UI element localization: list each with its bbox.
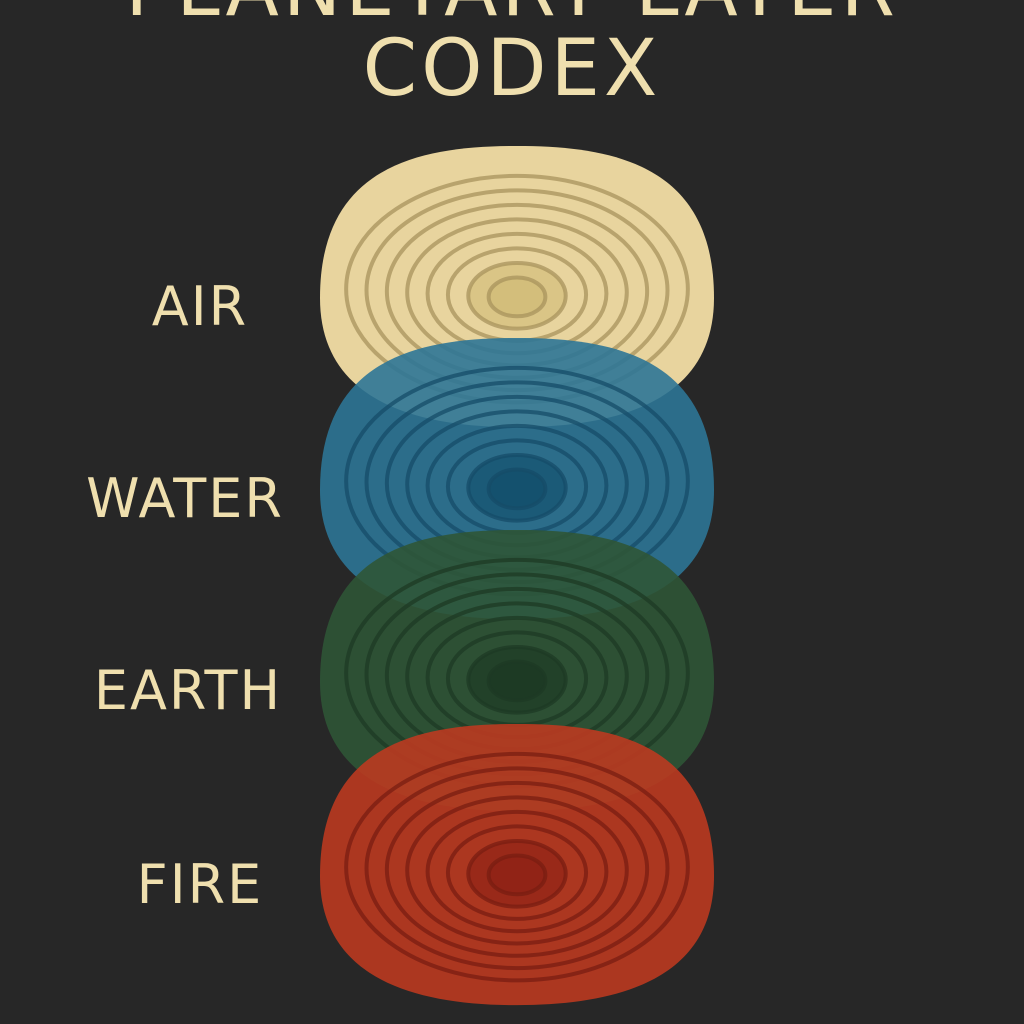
layer-label-earth: EARTH: [58, 664, 318, 718]
layer-water-ring: [489, 469, 546, 508]
layer-air-ring: [489, 277, 546, 316]
layer-label-fire: FIRE: [70, 858, 330, 912]
layer-label-air: AIR: [70, 280, 330, 334]
layer-fire: [320, 724, 714, 1005]
layer-fire-ring: [489, 855, 546, 894]
layer-label-water: WATER: [55, 472, 315, 526]
layer-earth-ring: [489, 661, 546, 700]
